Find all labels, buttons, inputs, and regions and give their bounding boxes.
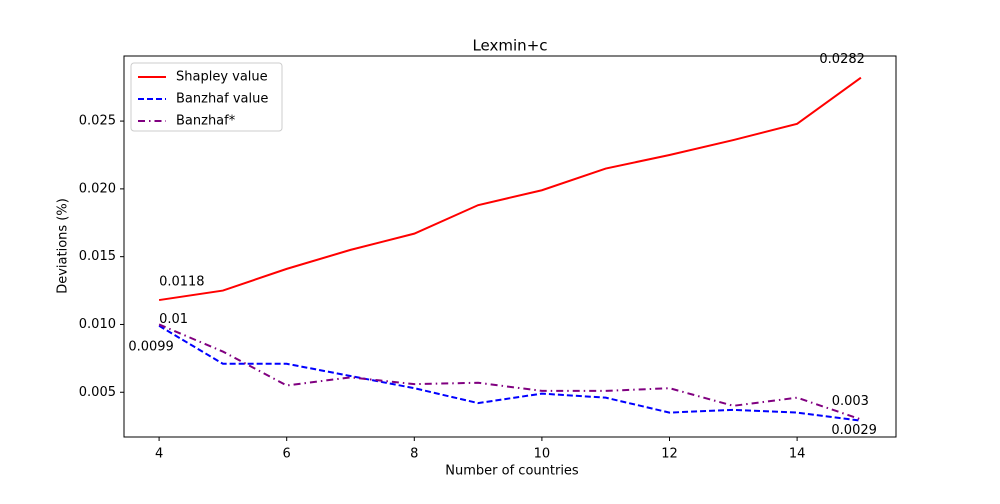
chart-title: Lexmin+c <box>472 37 547 55</box>
legend-box <box>130 62 283 132</box>
data-label: 0.0029 <box>831 423 877 438</box>
data-label: 0.0282 <box>819 52 865 67</box>
data-label: 0.003 <box>832 394 869 409</box>
data-label: 0.01 <box>159 312 188 327</box>
x-axis-label: Number of countries <box>445 464 579 479</box>
y-tick-label: 0.020 <box>79 181 116 196</box>
x-tick-label: 4 <box>155 447 163 462</box>
y-tick-label: 0.025 <box>79 114 116 129</box>
series-line <box>158 323 862 421</box>
legend-label: Shapley value <box>176 70 268 85</box>
legend-label: Banzhaf value <box>176 92 268 107</box>
x-tick-label: 14 <box>789 447 806 462</box>
x-tick-label: 8 <box>410 447 418 462</box>
y-tick-label: 0.015 <box>79 249 116 264</box>
data-label: 0.0118 <box>159 275 205 290</box>
series-line <box>158 76 862 302</box>
plot-frame <box>123 55 897 438</box>
series-line <box>158 324 862 422</box>
legend-label: Banzhaf* <box>176 114 236 129</box>
y-tick-label: 0.005 <box>79 385 116 400</box>
data-label: 0.0099 <box>128 339 174 354</box>
x-tick-label: 6 <box>283 447 291 462</box>
y-tick-label: 0.010 <box>79 317 116 332</box>
x-tick-label: 10 <box>534 447 551 462</box>
x-tick-label: 12 <box>661 447 678 462</box>
y-axis-label: Deviations (%) <box>56 198 71 294</box>
